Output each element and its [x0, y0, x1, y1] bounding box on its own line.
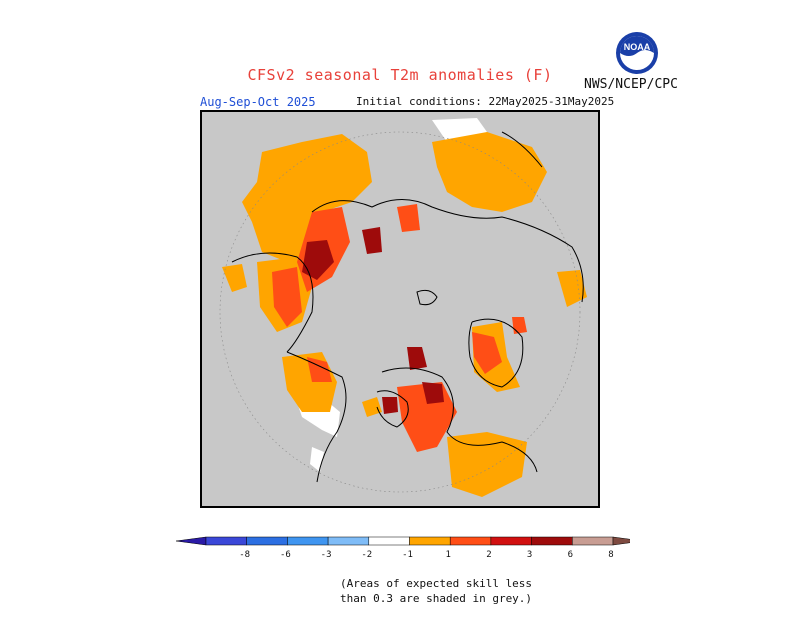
- map-canvas: [202, 112, 598, 506]
- latitude-circle: [219, 131, 581, 493]
- warmer-region-greenland-2: [472, 332, 502, 374]
- color-scale-box: [368, 536, 410, 546]
- coastlines: [231, 131, 584, 483]
- color-scale-label: -2: [361, 550, 372, 560]
- color-scale-label: -8: [239, 550, 250, 560]
- color-scale-box: [490, 536, 532, 546]
- color-scale-box: [205, 536, 247, 546]
- color-scale-box: [246, 536, 288, 546]
- noaa-logo-text: NOAA: [624, 42, 651, 52]
- warm-region-canada: [447, 432, 527, 497]
- color-scale-bar: -8 -6 -3 -2 -1 1 2 3 6 8: [175, 536, 630, 560]
- skill-note-line-1: (Areas of expected skill less: [340, 577, 533, 590]
- hot-region-baffin-2: [422, 382, 444, 404]
- hot-region-archipelago: [382, 397, 398, 414]
- warmer-region-novaya: [397, 204, 420, 232]
- warm-region-bering: [362, 397, 382, 417]
- forecast-period: Aug-Sep-Oct 2025: [200, 95, 316, 109]
- color-scale-label: 8: [608, 550, 613, 560]
- color-scale-box: [287, 536, 329, 546]
- color-scale-box: [327, 536, 370, 546]
- color-scale-label: -1: [402, 550, 413, 560]
- color-scale-labels: -8 -6 -3 -2 -1 1 2 3 6 8: [239, 550, 613, 560]
- noaa-logo: NOAA: [616, 32, 658, 74]
- skill-note-line-2: than 0.3 are shaded in grey.): [340, 592, 533, 605]
- color-scale-label: -6: [280, 550, 291, 560]
- color-scale-boxes: [175, 536, 630, 546]
- hot-region-baffin: [407, 347, 427, 370]
- color-scale-box: [572, 536, 614, 546]
- warm-region-europe: [242, 134, 372, 262]
- chart-title: CFSv2 seasonal T2m anomalies (F): [247, 66, 553, 84]
- warm-region-siberia: [432, 132, 547, 212]
- color-scale-label: 1: [445, 550, 450, 560]
- polar-map: [200, 110, 600, 508]
- warmer-region-balkans: [272, 267, 302, 327]
- color-scale-arrow-low: [175, 536, 207, 546]
- color-scale-arrow-high: [612, 536, 630, 546]
- color-scale-box: [531, 536, 573, 546]
- color-scale-box: [409, 536, 451, 546]
- color-scale-label: 2: [486, 550, 491, 560]
- warm-region-atlantic: [222, 264, 247, 292]
- initial-conditions: Initial conditions: 22May2025-31May2025: [356, 95, 615, 108]
- agency-label: NWS/NCEP/CPC: [584, 77, 678, 92]
- skill-note: (Areas of expected skill less than 0.3 a…: [340, 576, 540, 606]
- color-scale-label: -3: [321, 550, 332, 560]
- color-scale-label: 3: [527, 550, 532, 560]
- hot-region-kara: [362, 227, 382, 254]
- color-scale-box: [449, 536, 492, 546]
- hot-region-finland: [302, 240, 334, 280]
- color-scale-label: 6: [568, 550, 573, 560]
